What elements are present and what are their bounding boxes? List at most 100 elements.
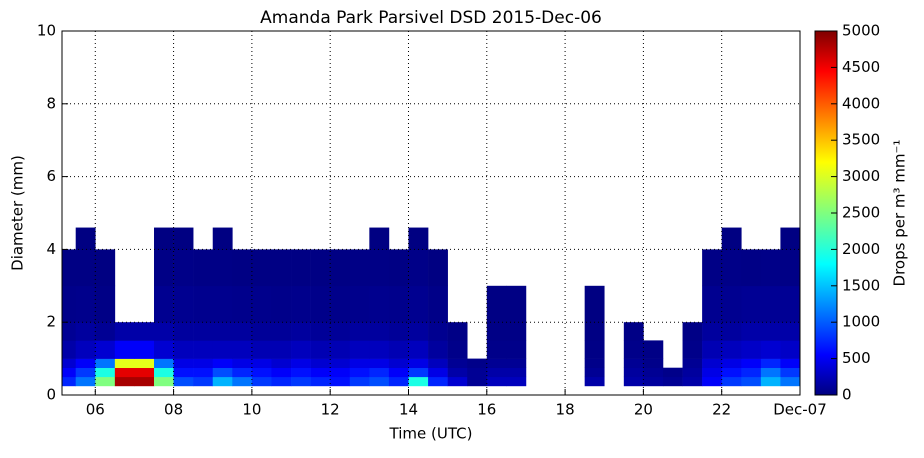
heatmap-cell bbox=[154, 358, 174, 368]
y-tick-label: 10 bbox=[37, 22, 56, 40]
heatmap-cell bbox=[682, 340, 703, 359]
heatmap-cell bbox=[330, 285, 351, 323]
heatmap-cell bbox=[760, 367, 781, 378]
heatmap-cell bbox=[349, 358, 370, 368]
heatmap-cell bbox=[173, 358, 194, 368]
heatmap-cell bbox=[408, 376, 429, 387]
heatmap-cell bbox=[486, 340, 507, 359]
heatmap-cell bbox=[271, 376, 292, 387]
heatmap-cell bbox=[154, 285, 174, 323]
heatmap-cell bbox=[310, 322, 331, 341]
heatmap-cell bbox=[154, 367, 174, 378]
x-tick-label: 10 bbox=[242, 401, 261, 419]
heatmap-cell bbox=[408, 227, 429, 250]
y-tick-label: 8 bbox=[46, 94, 56, 112]
heatmap-cell bbox=[682, 358, 703, 368]
heatmap-cell bbox=[702, 367, 722, 378]
heatmap-cell bbox=[271, 285, 292, 323]
heatmap-cell bbox=[330, 376, 351, 387]
heatmap-cell bbox=[173, 227, 194, 250]
heatmap-cell bbox=[702, 285, 722, 323]
heatmap-cell bbox=[584, 285, 605, 323]
heatmap-cell bbox=[134, 376, 155, 387]
heatmap-cell bbox=[388, 358, 409, 368]
heatmap-cell bbox=[780, 285, 801, 323]
heatmap-cell bbox=[369, 376, 390, 387]
heatmap-cell bbox=[780, 376, 801, 387]
heatmap-cell bbox=[330, 249, 351, 287]
heatmap-cell bbox=[388, 376, 409, 387]
heatmap-cell bbox=[486, 376, 507, 387]
heatmap-cell bbox=[212, 285, 233, 323]
heatmap-cell bbox=[780, 227, 801, 250]
heatmap-cell bbox=[193, 249, 214, 287]
heatmap-cell bbox=[408, 358, 429, 368]
heatmap-cell bbox=[584, 358, 605, 368]
heatmap-cell bbox=[251, 340, 272, 359]
heatmap-cell bbox=[780, 340, 801, 359]
heatmap-cell bbox=[486, 285, 507, 323]
heatmap-cell bbox=[291, 285, 311, 323]
heatmap-cell bbox=[75, 285, 96, 323]
heatmap-cell bbox=[428, 285, 448, 323]
heatmap-cell bbox=[310, 367, 331, 378]
heatmap-cell bbox=[330, 367, 351, 378]
heatmap-cell bbox=[212, 322, 233, 341]
heatmap-cell bbox=[75, 227, 96, 250]
heatmap-cell bbox=[212, 249, 233, 287]
heatmap-cell bbox=[232, 358, 253, 368]
heatmap-cell bbox=[584, 376, 605, 387]
heatmap-cell bbox=[330, 340, 351, 359]
heatmap-cell bbox=[291, 322, 311, 341]
heatmap-cell bbox=[447, 367, 468, 378]
heatmap-cell bbox=[212, 227, 233, 250]
heatmap-cell bbox=[623, 367, 644, 378]
colorbar-tick-label: 4000 bbox=[842, 94, 880, 112]
heatmap-cell bbox=[173, 249, 194, 287]
heatmap-cell bbox=[134, 340, 155, 359]
heatmap-cell bbox=[741, 285, 762, 323]
heatmap-cell bbox=[486, 367, 507, 378]
x-tick-label: 20 bbox=[634, 401, 653, 419]
colorbar-tick-label: 500 bbox=[842, 349, 871, 367]
heatmap-cell bbox=[62, 340, 77, 359]
heatmap-cell bbox=[193, 285, 214, 323]
x-tick-label: 16 bbox=[477, 401, 496, 419]
colorbar-label: Drops per m³ mm⁻¹ bbox=[891, 140, 909, 287]
heatmap-cell bbox=[369, 249, 390, 287]
heatmap-cell bbox=[369, 367, 390, 378]
heatmap-cell bbox=[760, 340, 781, 359]
heatmap-cell bbox=[702, 358, 722, 368]
heatmap-cell bbox=[721, 285, 742, 323]
heatmap-cell bbox=[173, 340, 194, 359]
heatmap-cell bbox=[291, 367, 311, 378]
heatmap-cell bbox=[388, 322, 409, 341]
x-tick-label: 06 bbox=[86, 401, 105, 419]
heatmap-cell bbox=[291, 249, 311, 287]
heatmap-cell bbox=[251, 285, 272, 323]
heatmap-cell bbox=[643, 367, 664, 378]
heatmap-cell bbox=[193, 322, 214, 341]
heatmap-cell bbox=[154, 227, 174, 250]
x-tick-label: Dec-07 bbox=[773, 401, 827, 419]
heatmap-cell bbox=[349, 367, 370, 378]
heatmap-cell bbox=[232, 322, 253, 341]
heatmap-cell bbox=[95, 358, 116, 368]
heatmap-cell bbox=[310, 340, 331, 359]
heatmap-cell bbox=[251, 358, 272, 368]
heatmap-cell bbox=[447, 322, 468, 341]
heatmap-cell bbox=[428, 340, 448, 359]
heatmap-cell bbox=[760, 322, 781, 341]
heatmap-cell bbox=[721, 367, 742, 378]
heatmap-cell bbox=[271, 249, 292, 287]
heatmap-cell bbox=[134, 322, 155, 341]
heatmap-cell bbox=[291, 340, 311, 359]
colorbar-tick-label: 2500 bbox=[842, 204, 880, 222]
heatmap-cell bbox=[506, 340, 527, 359]
heatmap-cell bbox=[741, 367, 762, 378]
plot-frame bbox=[61, 30, 801, 396]
heatmap-cell bbox=[702, 249, 722, 287]
heatmap-cell bbox=[682, 322, 703, 341]
y-axis-label: Diameter (mm) bbox=[9, 155, 27, 271]
